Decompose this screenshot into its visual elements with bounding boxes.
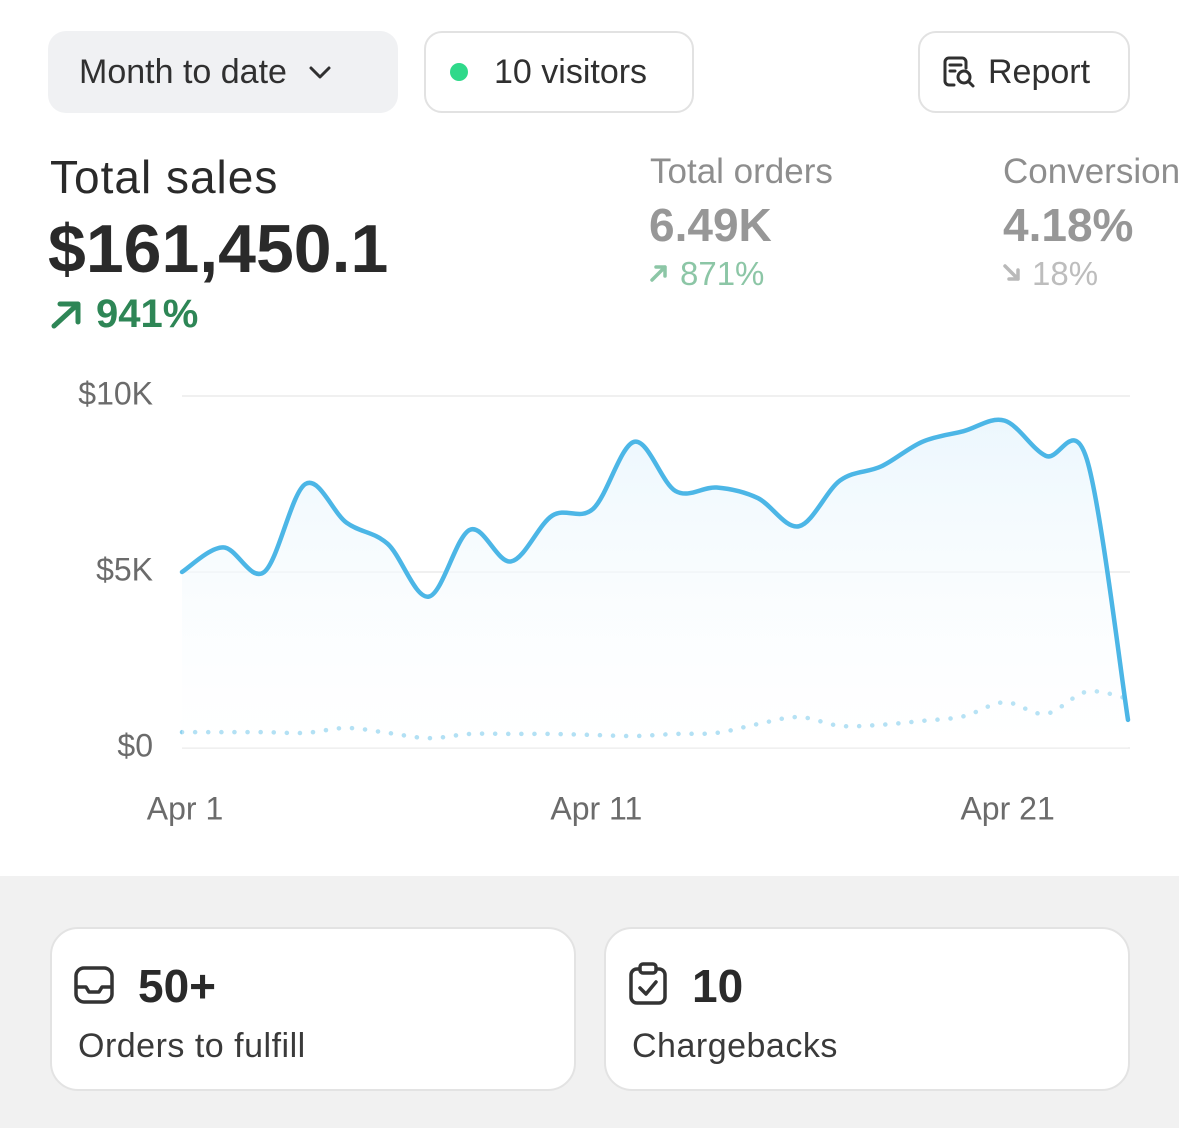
sales-area bbox=[182, 419, 1128, 748]
visitors-button[interactable]: 10 visitors bbox=[424, 31, 694, 113]
report-icon bbox=[943, 56, 975, 88]
x-tick-label: Apr 11 bbox=[550, 790, 642, 826]
x-tick-label: Apr 21 bbox=[960, 790, 1054, 826]
card-value: 50+ bbox=[138, 960, 217, 1012]
up-arrow-icon bbox=[51, 301, 81, 329]
card-value: 10 bbox=[692, 960, 744, 1012]
chevron-icon bbox=[309, 66, 331, 79]
metric-value: $161,450.1 bbox=[48, 211, 389, 287]
x-tick-label: Apr 1 bbox=[147, 790, 223, 826]
metric-label: Total sales bbox=[50, 151, 279, 203]
down-arrow-icon bbox=[1003, 264, 1020, 281]
sales-line bbox=[179, 417, 1131, 723]
live-dot bbox=[450, 63, 468, 81]
report-button[interactable]: Report bbox=[918, 31, 1130, 113]
y-tick-label: $5K bbox=[96, 551, 153, 587]
metric-change: 871% bbox=[680, 255, 765, 292]
metric-value: 4.18% bbox=[1003, 199, 1134, 251]
metric-label: Total orders bbox=[650, 152, 833, 191]
orders-card[interactable]: 50+ Orders to fulfill bbox=[50, 927, 576, 1091]
y-tick-label: $10K bbox=[78, 375, 153, 411]
metric-label: Conversion bbox=[1003, 152, 1179, 191]
date-range-button[interactable]: Month to date bbox=[48, 31, 398, 113]
clipboard-icon bbox=[629, 962, 667, 1005]
date-range-label: Month to date bbox=[79, 52, 287, 91]
y-tick-label: $0 bbox=[117, 727, 153, 763]
up-arrow-icon bbox=[650, 265, 667, 282]
card-label: Orders to fulfill bbox=[78, 1027, 306, 1065]
visitors-label: 10 visitors bbox=[494, 52, 648, 91]
metric-change: 18% bbox=[1032, 255, 1099, 292]
chargebacks-card[interactable]: 10 Chargebacks bbox=[604, 927, 1130, 1091]
report-label: Report bbox=[988, 52, 1091, 91]
sales-chart: $0 $5K $10K Apr 1 Apr 11 Apr 21 bbox=[78, 375, 1131, 826]
metric-change: 941% bbox=[96, 292, 199, 336]
inbox-icon bbox=[74, 966, 114, 1004]
metric-value: 6.49K bbox=[649, 199, 772, 251]
card-label: Chargebacks bbox=[632, 1027, 838, 1065]
